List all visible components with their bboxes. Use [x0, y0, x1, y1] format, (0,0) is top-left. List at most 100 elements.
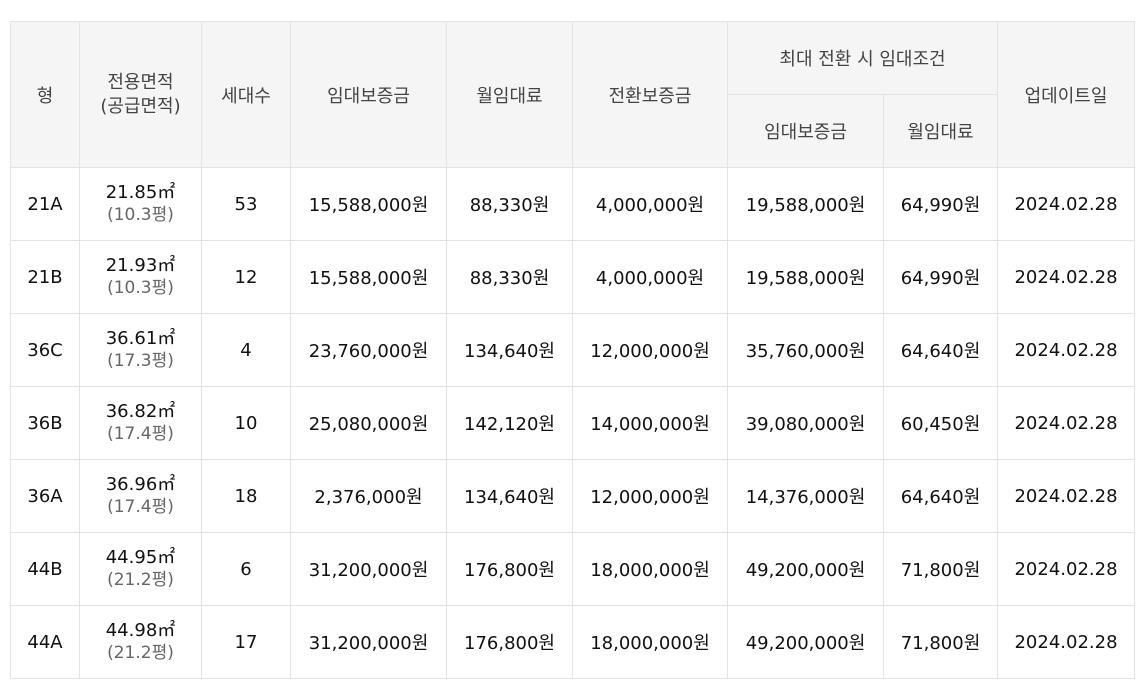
cell-deposit: 31,200,000원: [290, 532, 447, 606]
cell-area-sqm: 21.85㎡: [105, 182, 176, 203]
cell-max-deposit: 35,760,000원: [727, 313, 884, 387]
cell-households: 6: [201, 532, 291, 606]
cell-area: 44.95㎡ (21.2평): [79, 532, 202, 606]
cell-area-sqm: 36.61㎡: [105, 328, 176, 349]
cell-area-pyeong: (10.3평): [107, 205, 174, 225]
header-area-line2: (공급면적): [100, 95, 181, 117]
cell-monthly-rent: 88,330원: [446, 167, 573, 241]
cell-monthly-rent: 142,120원: [446, 386, 573, 460]
cell-conversion-deposit: 18,000,000원: [572, 532, 728, 606]
cell-area-sqm: 36.96㎡: [105, 474, 176, 495]
cell-households: 12: [201, 240, 291, 314]
cell-area: 36.61㎡ (17.3평): [79, 313, 202, 387]
cell-area: 21.85㎡ (10.3평): [79, 167, 202, 241]
cell-area-pyeong: (17.4평): [107, 424, 174, 444]
cell-max-deposit: 49,200,000원: [727, 532, 884, 606]
cell-type: 44B: [10, 532, 80, 606]
cell-type: 21A: [10, 167, 80, 241]
cell-conversion-deposit: 12,000,000원: [572, 313, 728, 387]
cell-conversion-deposit: 14,000,000원: [572, 386, 728, 460]
cell-area-pyeong: (21.2평): [107, 643, 174, 663]
cell-max-deposit: 19,588,000원: [727, 167, 884, 241]
cell-area-pyeong: (17.4평): [107, 497, 174, 517]
cell-deposit: 31,200,000원: [290, 605, 447, 679]
header-deposit: 임대보증금: [290, 21, 447, 168]
cell-updated: 2024.02.28: [997, 313, 1135, 387]
table-row: 44A 44.98㎡ (21.2평) 17 31,200,000원 176,80…: [10, 605, 1135, 679]
table-row: 36C 36.61㎡ (17.3평) 4 23,760,000원 134,640…: [10, 313, 1135, 387]
header-monthly-rent: 월임대료: [446, 21, 573, 168]
cell-area-sqm: 36.82㎡: [105, 401, 176, 422]
cell-type: 36C: [10, 313, 80, 387]
cell-updated: 2024.02.28: [997, 240, 1135, 314]
cell-households: 18: [201, 459, 291, 533]
cell-updated: 2024.02.28: [997, 605, 1135, 679]
cell-monthly-rent: 176,800원: [446, 605, 573, 679]
cell-area-pyeong: (21.2평): [107, 570, 174, 590]
cell-conversion-deposit: 18,000,000원: [572, 605, 728, 679]
cell-area-sqm: 21.93㎡: [105, 255, 176, 276]
cell-max-monthly-rent: 64,640원: [883, 459, 998, 533]
header-updated: 업데이트일: [997, 21, 1135, 168]
cell-max-deposit: 39,080,000원: [727, 386, 884, 460]
table-body: 21A 21.85㎡ (10.3평) 53 15,588,000원 88,330…: [10, 167, 1135, 679]
cell-deposit: 15,588,000원: [290, 240, 447, 314]
header-conversion-deposit: 전환보증금: [572, 21, 728, 168]
table-row: 21B 21.93㎡ (10.3평) 12 15,588,000원 88,330…: [10, 240, 1135, 314]
cell-max-deposit: 14,376,000원: [727, 459, 884, 533]
cell-households: 53: [201, 167, 291, 241]
cell-deposit: 25,080,000원: [290, 386, 447, 460]
cell-area: 44.98㎡ (21.2평): [79, 605, 202, 679]
cell-households: 17: [201, 605, 291, 679]
header-area: 전용면적 (공급면적): [79, 21, 202, 168]
cell-type: 44A: [10, 605, 80, 679]
cell-updated: 2024.02.28: [997, 459, 1135, 533]
cell-max-monthly-rent: 71,800원: [883, 605, 998, 679]
table-row: 36B 36.82㎡ (17.4평) 10 25,080,000원 142,12…: [10, 386, 1135, 460]
cell-updated: 2024.02.28: [997, 532, 1135, 606]
cell-max-monthly-rent: 60,450원: [883, 386, 998, 460]
cell-type: 36B: [10, 386, 80, 460]
cell-monthly-rent: 88,330원: [446, 240, 573, 314]
table-row: 36A 36.96㎡ (17.4평) 18 2,376,000원 134,640…: [10, 459, 1135, 533]
cell-max-monthly-rent: 64,640원: [883, 313, 998, 387]
table-header: 형 전용면적 (공급면적) 세대수 임대보증금 월임대료 전환보증금 최대 전환…: [10, 21, 1135, 168]
cell-max-monthly-rent: 71,800원: [883, 532, 998, 606]
cell-deposit: 15,588,000원: [290, 167, 447, 241]
cell-monthly-rent: 134,640원: [446, 313, 573, 387]
cell-area-pyeong: (10.3평): [107, 278, 174, 298]
header-area-line1: 전용면적: [107, 71, 174, 93]
cell-type: 21B: [10, 240, 80, 314]
cell-max-monthly-rent: 64,990원: [883, 167, 998, 241]
cell-households: 10: [201, 386, 291, 460]
table-row: 21A 21.85㎡ (10.3평) 53 15,588,000원 88,330…: [10, 167, 1135, 241]
cell-conversion-deposit: 12,000,000원: [572, 459, 728, 533]
cell-updated: 2024.02.28: [997, 386, 1135, 460]
cell-deposit: 23,760,000원: [290, 313, 447, 387]
cell-max-monthly-rent: 64,990원: [883, 240, 998, 314]
table-row: 44B 44.95㎡ (21.2평) 6 31,200,000원 176,800…: [10, 532, 1135, 606]
cell-area: 36.82㎡ (17.4평): [79, 386, 202, 460]
header-max-conversion-group: 최대 전환 시 임대조건: [727, 21, 998, 95]
cell-households: 4: [201, 313, 291, 387]
rental-table-container: 형 전용면적 (공급면적) 세대수 임대보증금 월임대료 전환보증금 최대 전환…: [10, 21, 1135, 679]
cell-monthly-rent: 176,800원: [446, 532, 573, 606]
cell-area: 21.93㎡ (10.3평): [79, 240, 202, 314]
cell-max-deposit: 49,200,000원: [727, 605, 884, 679]
header-type: 형: [10, 21, 80, 168]
cell-max-deposit: 19,588,000원: [727, 240, 884, 314]
cell-deposit: 2,376,000원: [290, 459, 447, 533]
cell-conversion-deposit: 4,000,000원: [572, 167, 728, 241]
cell-conversion-deposit: 4,000,000원: [572, 240, 728, 314]
header-max-deposit: 임대보증금: [727, 94, 884, 168]
cell-type: 36A: [10, 459, 80, 533]
cell-updated: 2024.02.28: [997, 167, 1135, 241]
cell-area-sqm: 44.95㎡: [105, 547, 176, 568]
header-households: 세대수: [201, 21, 291, 168]
cell-area-pyeong: (17.3평): [107, 351, 174, 371]
header-max-monthly-rent: 월임대료: [883, 94, 998, 168]
cell-area: 36.96㎡ (17.4평): [79, 459, 202, 533]
cell-area-sqm: 44.98㎡: [105, 620, 176, 641]
rental-conditions-table: 형 전용면적 (공급면적) 세대수 임대보증금 월임대료 전환보증금 최대 전환…: [10, 21, 1135, 679]
cell-monthly-rent: 134,640원: [446, 459, 573, 533]
